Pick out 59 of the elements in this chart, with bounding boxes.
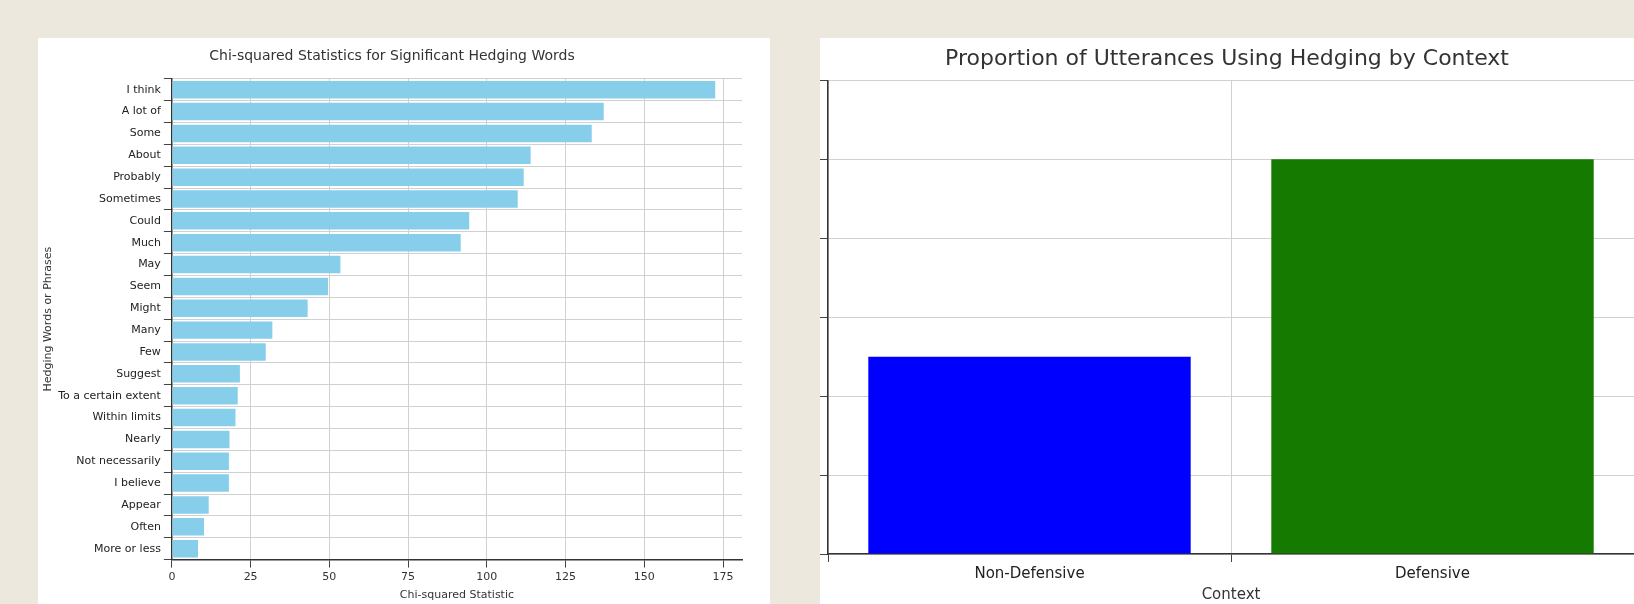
y-tick-label: Few bbox=[139, 344, 161, 358]
chart-title: Chi-squared Statistics for Significant Hedging Words bbox=[209, 47, 575, 64]
bar bbox=[172, 408, 236, 427]
x-tick-label: 150 bbox=[633, 570, 655, 584]
x-tick-label: 175 bbox=[712, 570, 734, 584]
bar bbox=[172, 233, 461, 252]
y-tick-label: To a certain extent bbox=[57, 388, 162, 402]
bar bbox=[172, 365, 240, 383]
y-tick-label: Much bbox=[131, 235, 161, 249]
bar bbox=[172, 474, 229, 492]
y-tick-label: About bbox=[128, 148, 162, 162]
y-tick-label: Probably bbox=[113, 170, 162, 183]
y-axis-title: Hedging Words or Phrases bbox=[41, 246, 55, 392]
x-tick-label: 0 bbox=[168, 570, 176, 584]
x-axis-title: Context bbox=[1201, 584, 1261, 603]
y-tick-label: Nearly bbox=[125, 432, 162, 446]
bar bbox=[172, 496, 209, 514]
bar bbox=[172, 190, 518, 208]
bar bbox=[172, 212, 470, 230]
bar bbox=[172, 255, 341, 274]
x-tick-label: Non-Defensive bbox=[974, 563, 1085, 582]
x-tick-label: 125 bbox=[555, 570, 577, 584]
bar bbox=[172, 102, 604, 121]
bar bbox=[172, 80, 716, 99]
bar bbox=[172, 124, 592, 143]
bar bbox=[172, 386, 238, 405]
bar bbox=[172, 299, 308, 318]
y-tick-label: I think bbox=[126, 82, 162, 96]
bar bbox=[172, 343, 266, 361]
x-axis-title: Chi-squared Statistic bbox=[399, 588, 515, 602]
y-tick-label: Seem bbox=[129, 279, 161, 293]
bar bbox=[172, 321, 273, 339]
y-tick-label: I believe bbox=[114, 475, 162, 489]
y-tick-label: Suggest bbox=[116, 366, 162, 380]
x-tick-label: 25 bbox=[243, 570, 258, 584]
bar bbox=[172, 539, 199, 558]
bar bbox=[172, 518, 205, 536]
y-tick-label: May bbox=[138, 257, 162, 271]
x-tick-label: Defensive bbox=[1395, 563, 1470, 582]
y-tick-label: Might bbox=[130, 301, 162, 315]
y-tick-label: Not necessarily bbox=[76, 454, 162, 468]
bar bbox=[172, 452, 229, 470]
y-tick-label: Many bbox=[131, 322, 162, 336]
y-tick-label: Appear bbox=[121, 497, 162, 511]
y-tick-label: Could bbox=[129, 213, 161, 227]
x-tick-label: 50 bbox=[322, 570, 337, 584]
bar bbox=[172, 430, 230, 449]
y-tick-label: Often bbox=[130, 519, 161, 533]
bar bbox=[172, 146, 531, 165]
y-tick-label: Within limits bbox=[92, 410, 162, 424]
bar bbox=[172, 277, 329, 296]
y-tick-label: Some bbox=[129, 126, 162, 140]
bar bbox=[172, 168, 524, 186]
y-tick-label: A lot of bbox=[121, 104, 162, 118]
x-tick-label: 75 bbox=[401, 570, 416, 584]
y-tick-label: More or less bbox=[94, 541, 162, 555]
y-tick-label: Sometimes bbox=[99, 191, 162, 205]
chart-title: Proportion of Utterances Using Hedging by Context bbox=[945, 44, 1510, 70]
x-tick-label: 100 bbox=[476, 570, 498, 584]
